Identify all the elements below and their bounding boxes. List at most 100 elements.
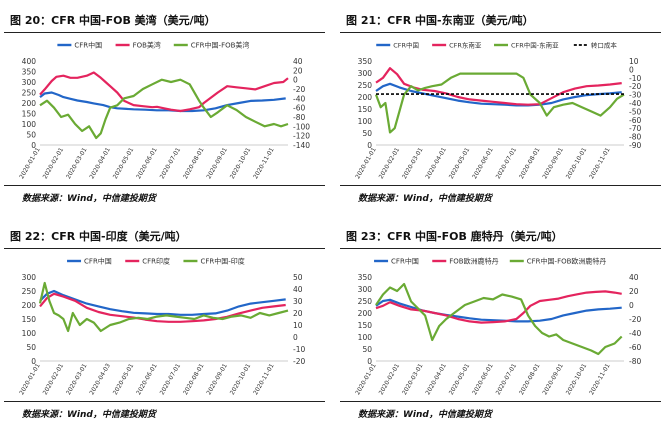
left-tick-label: 50	[26, 131, 36, 140]
right-tick-label: -120	[293, 132, 310, 141]
left-tick-label: 150	[22, 110, 37, 119]
legend-label: CFR中国-FOB美湾	[191, 41, 250, 50]
x-tick-label: 2020-09-01	[541, 146, 565, 180]
left-tick-label: 250	[22, 89, 37, 98]
legend-label: CFR中国	[391, 257, 419, 266]
x-tick-label: 2020-01-01	[18, 362, 42, 396]
right-tick-label: -80	[629, 133, 641, 142]
left-tick-label: 100	[358, 117, 373, 126]
right-tick-label: -20	[293, 85, 305, 94]
left-tick-label: 200	[22, 301, 37, 310]
right-tick-label: 0	[293, 76, 298, 85]
figure-20: 图 20：CFR 中国-FOB 美湾（美元/吨） 0 50 100 150 200 250…	[4, 2, 325, 207]
left-tick-label: 350	[358, 273, 373, 282]
series-line	[39, 91, 286, 113]
x-tick-label: 2020-01-01	[354, 146, 378, 180]
left-tick-label: 200	[358, 93, 373, 102]
right-tick-label: -60	[629, 116, 641, 125]
legend-label: CFR中国-FOB欧洲鹿特丹	[527, 257, 607, 266]
legend-label: CFR中国-印度	[200, 257, 244, 266]
x-tick-label: 2020-07-01	[495, 146, 519, 180]
x-tick-label: 2020-04-01	[424, 362, 448, 396]
left-tick-label: 50	[362, 345, 372, 354]
figure-source: 数据来源：Wind，中信建投期货	[22, 194, 156, 204]
x-tick-label: 2020-05-01	[112, 362, 136, 396]
right-tick-label: -40	[629, 329, 641, 338]
right-tick-label: -100	[293, 122, 310, 131]
x-tick-label: 2020-10-01	[229, 146, 253, 180]
series-line	[39, 71, 289, 113]
x-tick-label: 2020-07-01	[159, 362, 183, 396]
right-tick-label: 40	[293, 285, 303, 294]
x-tick-label: 2020-02-01	[378, 362, 402, 396]
x-tick-label: 2020-08-01	[182, 362, 206, 396]
x-tick-label: 2020-03-01	[401, 146, 425, 180]
x-tick-label: 2020-02-01	[378, 146, 402, 180]
x-tick-label: 2020-06-01	[135, 362, 159, 396]
left-tick-label: 250	[22, 287, 37, 296]
right-tick-label: 20	[629, 287, 639, 296]
x-tick-label: 2020-04-01	[424, 146, 448, 180]
left-tick-label: 0	[367, 141, 372, 150]
right-tick-label: -20	[629, 315, 641, 324]
series-line	[375, 282, 623, 356]
x-tick-label: 2020-05-01	[448, 146, 472, 180]
left-tick-label: 0	[31, 141, 36, 150]
x-tick-label: 2020-08-01	[518, 362, 542, 396]
x-tick-label: 2020-09-01	[541, 362, 565, 396]
left-tick-label: 200	[358, 309, 373, 318]
x-tick-label: 2020-11-01	[588, 146, 612, 180]
left-tick-label: 100	[22, 329, 37, 338]
right-tick-label: -80	[629, 357, 641, 366]
x-tick-label: 2020-05-01	[112, 146, 136, 180]
right-tick-label: -60	[293, 104, 305, 113]
left-tick-label: 100	[22, 120, 37, 129]
legend-label: CFR中国	[74, 41, 102, 50]
x-tick-label: 2020-04-03	[88, 362, 112, 396]
right-tick-label: -40	[629, 99, 641, 108]
right-tick-label: 40	[293, 57, 303, 66]
x-tick-label: 2020-08-01	[518, 146, 542, 180]
left-tick-label: 150	[22, 315, 37, 324]
legend-label: CFR东南亚	[449, 41, 482, 50]
right-tick-label: 0	[629, 65, 634, 74]
x-tick-label: 2020-08-01	[182, 146, 206, 180]
figure-22: 图 22：CFR 中国-印度（美元/吨） 0 50 100 150 200 250 300 5…	[4, 218, 325, 423]
x-tick-label: 2020-03-01	[65, 362, 89, 396]
left-tick-label: 0	[31, 357, 36, 366]
chart-frame: 0 50 100 150 200 250 300 350 10 0 -10 -20 -30 -40 -50-…	[340, 32, 661, 186]
x-tick-label: 2020-09-01	[205, 362, 229, 396]
chart-frame: 0 50 100 150 200 250 300 50 40 30 20 10 0 -10 -20 2020-…	[4, 248, 325, 402]
figure-title: 图 23：CFR 中国-FOB 鹿特丹（美元/吨）	[346, 230, 563, 243]
x-tick-label: 2020-01-01	[354, 362, 378, 396]
legend-label: CFR中国	[393, 41, 419, 50]
x-tick-label: 2020-04-01	[88, 146, 112, 180]
left-tick-label: 150	[358, 105, 373, 114]
legend-label: CFR印度	[142, 257, 170, 266]
left-tick-label: 50	[26, 343, 36, 352]
legend-label: FOB美湾	[133, 41, 161, 50]
left-tick-label: 50	[362, 129, 372, 138]
right-tick-label: -30	[629, 91, 641, 100]
series-line	[39, 292, 286, 323]
x-tick-label: 2020-06-01	[471, 362, 495, 396]
right-tick-label: 40	[629, 273, 639, 282]
left-tick-label: 300	[358, 69, 373, 78]
x-tick-label: 2020-10-01	[565, 362, 589, 396]
left-tick-label: 300	[358, 285, 373, 294]
figure-title: 图 21：CFR 中国-东南亚（美元/吨）	[346, 14, 534, 27]
right-tick-label: -140	[293, 141, 310, 150]
x-tick-label: 2020-02-01	[42, 146, 66, 180]
series-line	[375, 67, 622, 106]
left-tick-label: 300	[22, 78, 37, 87]
right-tick-label: -80	[293, 113, 305, 122]
left-tick-label: 300	[22, 273, 37, 282]
right-tick-label: 10	[629, 57, 639, 66]
left-tick-label: 400	[22, 57, 37, 66]
left-tick-label: 350	[358, 57, 373, 66]
chart-frame: 0 50 100 150 200 250 300 350 400 40 20 0 -20 -40 -60 -8…	[4, 32, 325, 186]
figure-source: 数据来源：Wind，中信建投期货	[358, 194, 492, 204]
